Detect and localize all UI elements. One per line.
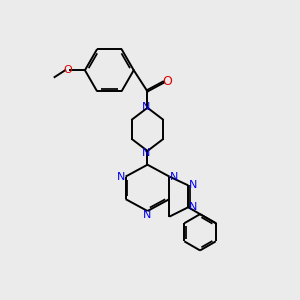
Text: N: N bbox=[189, 180, 197, 190]
Text: N: N bbox=[142, 102, 150, 112]
Text: N: N bbox=[142, 148, 150, 158]
Text: N: N bbox=[170, 172, 178, 182]
Text: O: O bbox=[63, 65, 72, 75]
Text: O: O bbox=[163, 75, 172, 88]
Text: N: N bbox=[143, 210, 152, 220]
Text: N: N bbox=[116, 172, 125, 182]
Text: N: N bbox=[189, 202, 197, 212]
